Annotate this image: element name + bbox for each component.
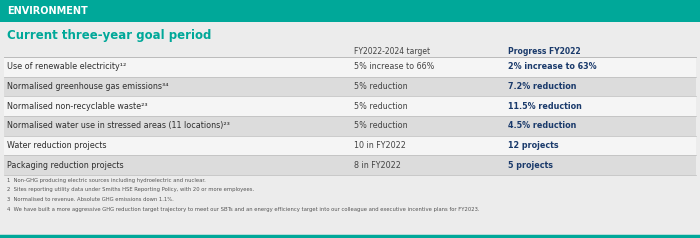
Text: 1  Non-GHG producing electric sources including hydroelectric and nuclear.: 1 Non-GHG producing electric sources inc… xyxy=(7,178,206,183)
Bar xyxy=(4,136,696,155)
Bar xyxy=(4,57,696,77)
Text: 12 projects: 12 projects xyxy=(508,141,558,150)
Text: 10 in FY2022: 10 in FY2022 xyxy=(354,141,405,150)
Text: FY2022-2024 target: FY2022-2024 target xyxy=(354,46,430,55)
Text: Current three-year goal period: Current three-year goal period xyxy=(7,29,211,41)
Text: 8 in FY2022: 8 in FY2022 xyxy=(354,161,400,170)
Text: 2% increase to 63%: 2% increase to 63% xyxy=(508,62,596,71)
Text: 7.2% reduction: 7.2% reduction xyxy=(508,82,576,91)
Text: Normalised water use in stressed areas (11 locations)²³: Normalised water use in stressed areas (… xyxy=(7,121,230,130)
Text: 5% reduction: 5% reduction xyxy=(354,121,407,130)
Text: 4.5% reduction: 4.5% reduction xyxy=(508,121,576,130)
Text: Use of renewable electricity¹²: Use of renewable electricity¹² xyxy=(7,62,126,71)
Text: Progress FY2022: Progress FY2022 xyxy=(508,46,580,55)
Text: 3  Normalised to revenue. Absolute GHG emissions down 1.1%.: 3 Normalised to revenue. Absolute GHG em… xyxy=(7,197,174,202)
Bar xyxy=(4,116,696,136)
Bar xyxy=(0,0,700,22)
Text: 2  Sites reporting utility data under Smiths HSE Reporting Policy, with 20 or mo: 2 Sites reporting utility data under Smi… xyxy=(7,188,254,193)
Text: Normalised greenhouse gas emissions³⁴: Normalised greenhouse gas emissions³⁴ xyxy=(7,82,169,91)
Bar xyxy=(4,155,696,175)
Text: ENVIRONMENT: ENVIRONMENT xyxy=(7,6,88,16)
Bar xyxy=(4,77,696,96)
Text: Packaging reduction projects: Packaging reduction projects xyxy=(7,161,124,170)
Text: 4  We have built a more aggressive GHG reduction target trajectory to meet our S: 4 We have built a more aggressive GHG re… xyxy=(7,207,480,212)
Text: 5% reduction: 5% reduction xyxy=(354,102,407,111)
Text: Water reduction projects: Water reduction projects xyxy=(7,141,106,150)
Text: 11.5% reduction: 11.5% reduction xyxy=(508,102,582,111)
Text: 5% increase to 66%: 5% increase to 66% xyxy=(354,62,434,71)
Text: 5% reduction: 5% reduction xyxy=(354,82,407,91)
Text: 5 projects: 5 projects xyxy=(508,161,552,170)
Bar xyxy=(4,96,696,116)
Text: Normalised non-recyclable waste²³: Normalised non-recyclable waste²³ xyxy=(7,102,148,111)
